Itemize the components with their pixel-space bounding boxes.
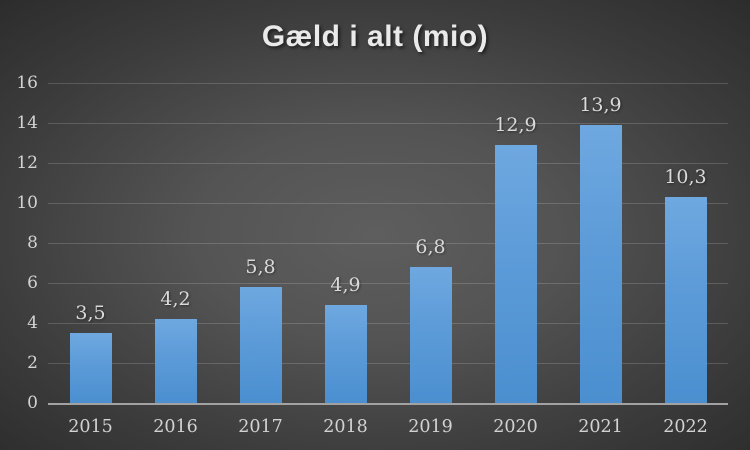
y-axis-tick-label: 6 [27, 273, 38, 293]
data-label-2017: 5,8 [245, 256, 276, 278]
data-label-2019: 6,8 [415, 236, 446, 258]
data-label-2020: 12,9 [494, 114, 537, 136]
gridline [48, 203, 728, 204]
bar-2022[interactable] [664, 197, 707, 403]
bar-2020[interactable] [494, 145, 537, 403]
data-label-2021: 13,9 [579, 94, 622, 116]
bar-2017[interactable] [239, 287, 282, 403]
x-axis-tick-label-2015: 2015 [68, 417, 113, 437]
chart-title: Gæld i alt (mio) [261, 20, 489, 53]
bar-2021[interactable] [579, 125, 622, 403]
x-axis-tick-label-2020: 2020 [493, 417, 538, 437]
data-label-2015: 3,5 [75, 302, 106, 324]
x-axis-line [48, 403, 728, 405]
bar-2018[interactable] [324, 305, 367, 403]
x-axis-tick-label-2018: 2018 [323, 417, 368, 437]
y-axis-tick-label: 0 [27, 393, 38, 413]
gridline [48, 243, 728, 244]
x-axis-tick-label-2019: 2019 [408, 417, 453, 437]
gridline [48, 283, 728, 284]
gridline [48, 363, 728, 364]
data-label-2016: 4,2 [160, 288, 191, 310]
x-axis-tick-label-2016: 2016 [153, 417, 198, 437]
y-axis-tick-label: 12 [16, 153, 38, 173]
y-axis-tick-label: 14 [16, 113, 38, 133]
y-axis-tick-label: 2 [27, 353, 38, 373]
x-axis-tick-label-2021: 2021 [578, 417, 623, 437]
plot-area: 3,5 4,2 5,8 4,9 6,8 12,9 13,9 10,3 [48, 83, 728, 405]
data-label-2018: 4,9 [330, 274, 361, 296]
gridline [48, 163, 728, 164]
bar-2019[interactable] [409, 267, 452, 403]
y-axis-tick-label: 16 [16, 73, 38, 93]
y-axis-tick-label: 10 [16, 193, 38, 213]
gridline [48, 83, 728, 84]
bar-2016[interactable] [154, 319, 197, 403]
gridline [48, 123, 728, 124]
x-axis-tick-label-2017: 2017 [238, 417, 283, 437]
data-label-2022: 10,3 [664, 166, 707, 188]
bar-2015[interactable] [69, 333, 112, 403]
y-axis-tick-label: 8 [27, 233, 38, 253]
x-axis-tick-label-2022: 2022 [663, 417, 708, 437]
gridline [48, 323, 728, 324]
y-axis-tick-label: 4 [27, 313, 38, 333]
